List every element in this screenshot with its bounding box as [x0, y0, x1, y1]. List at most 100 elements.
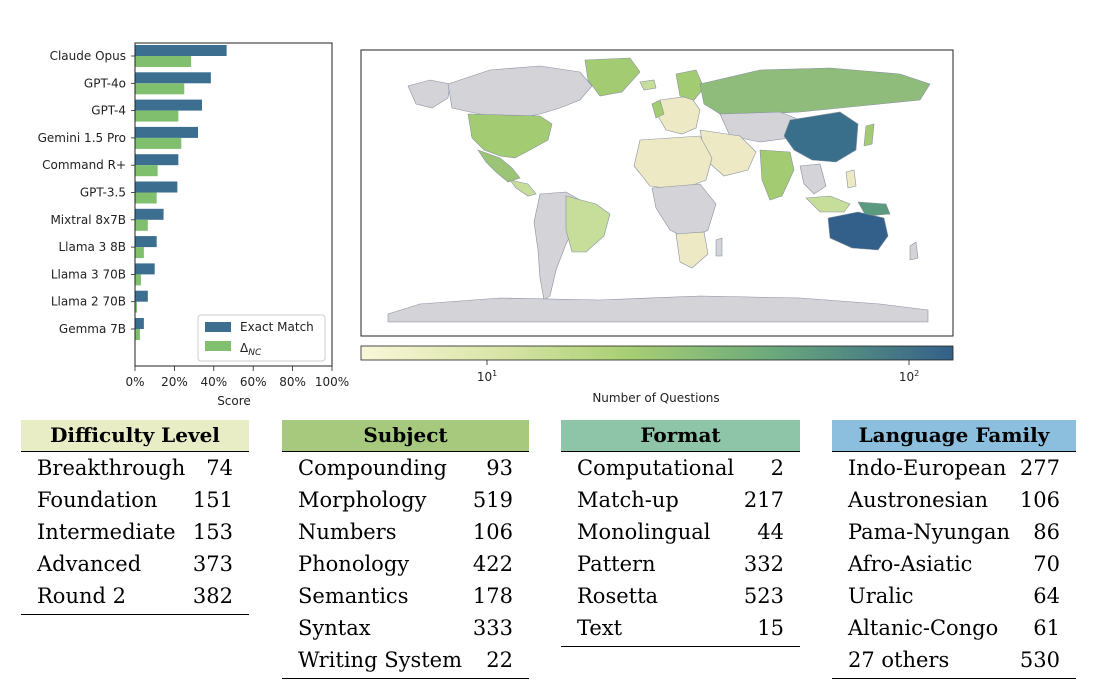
map-region-scandinavia	[675, 69, 705, 101]
row-count: 519	[472, 488, 513, 512]
map-region-new-zealand	[909, 241, 919, 261]
table-row: Semantics 178	[282, 580, 529, 612]
table-row: Altanic-Congo 61	[832, 612, 1076, 644]
row-label: Text	[577, 616, 623, 640]
row-count: 2	[770, 456, 784, 480]
row-label: Semantics	[298, 584, 409, 608]
colorbar-label: Number of Questions	[592, 391, 719, 405]
table-row: Monolingual 44	[561, 516, 800, 548]
map-region-indonesia	[805, 195, 851, 213]
bar-delta-nc	[135, 247, 144, 259]
row-count: 151	[192, 488, 233, 512]
row-label: Austronesian	[848, 488, 989, 512]
table-row: Pama-Nyungan 86	[832, 516, 1076, 548]
map-region-japan	[863, 123, 875, 147]
bar-exact-match	[135, 72, 211, 84]
row-count: 61	[1033, 616, 1060, 640]
bar-exact-match	[135, 318, 144, 329]
legend-label-exact-match: Exact Match	[240, 320, 314, 334]
bar-delta-nc	[135, 301, 137, 313]
bar-chart: Claude Opus GPT-4o GPT-4 Gemini 1.5 Pro Comm…	[38, 42, 349, 408]
row-count: 373	[192, 552, 233, 576]
row-label: Advanced	[37, 552, 142, 576]
table-row: Phonology 422	[282, 548, 529, 580]
row-label: Intermediate	[37, 520, 176, 544]
row-label: Phonology	[298, 552, 410, 576]
x-tick-label: 100%	[315, 375, 349, 389]
legend-label-delta-nc: ΔNC	[240, 341, 262, 358]
table-row: Syntax 333	[282, 612, 529, 644]
table-row: Morphology 519	[282, 484, 529, 516]
row-count: 70	[1033, 552, 1060, 576]
x-tick-label: 0%	[125, 375, 144, 389]
bar-chart-frame	[134, 42, 333, 367]
table-row: Match-up 217	[561, 484, 800, 516]
row-count: 217	[743, 488, 784, 512]
y-tick-label: Mixtral 8x7B	[50, 213, 126, 227]
difficulty-level-body: Breakthrough 74 Foundation 151 Intermediate 1…	[21, 452, 249, 615]
world-map	[360, 49, 954, 337]
map-region-mexico	[477, 149, 521, 183]
table-row: Text 15	[561, 612, 800, 644]
map-region-antarctica	[387, 295, 929, 323]
legend-swatch-exact-match	[205, 322, 231, 332]
row-count: 93	[486, 456, 513, 480]
table-row: Compounding 93	[282, 452, 529, 484]
subject-table: Subject Compounding 93 Morphology 519 Number…	[282, 420, 529, 679]
colorbar-tick-100: 102	[899, 369, 919, 384]
y-tick-label: Command R+	[42, 158, 126, 172]
row-count: 64	[1033, 584, 1060, 608]
table-row: 27 others 530	[832, 644, 1076, 676]
subject-body: Compounding 93 Morphology 519 Numbers 106 Phon…	[282, 452, 529, 679]
map-region-southern-africa	[675, 231, 709, 269]
y-tick-label: Gemma 7B	[59, 322, 126, 336]
row-label: Morphology	[298, 488, 427, 512]
format-table: Format Computational 2 Match-up 217 Monoling…	[561, 420, 800, 647]
legend: Exact Match ΔNC	[197, 314, 326, 362]
table-row: Uralic 64	[832, 580, 1076, 612]
x-tick-label: 40%	[200, 375, 227, 389]
colorbar-tick-10: 101	[477, 369, 497, 384]
bar-exact-match	[135, 263, 155, 275]
y-tick-label: Llama 3 8B	[58, 240, 126, 254]
difficulty-level-table: Difficulty Level Breakthrough 74 Foundatio…	[21, 420, 249, 615]
format-header: Format	[561, 420, 800, 452]
map-region-southeast-asia	[799, 163, 827, 195]
x-tick-label: 60%	[240, 375, 267, 389]
bar-delta-nc	[135, 165, 158, 177]
map-region-madagascar	[715, 237, 723, 257]
row-count: 523	[743, 584, 784, 608]
row-label: Uralic	[848, 584, 914, 608]
row-count: 382	[192, 584, 233, 608]
table-row: Computational 2	[561, 452, 800, 484]
bar-exact-match	[135, 126, 199, 138]
row-count: 333	[472, 616, 513, 640]
x-axis-label: Score	[217, 394, 251, 408]
bar-delta-nc	[135, 219, 148, 231]
map-region-australia	[827, 211, 889, 251]
row-label: Monolingual	[577, 520, 711, 544]
row-label: Altanic-Congo	[848, 616, 999, 640]
row-label: Match-up	[577, 488, 679, 512]
map-region-alaska	[407, 79, 451, 109]
row-label: Round 2	[37, 584, 126, 608]
table-row: Afro-Asiatic 70	[832, 548, 1076, 580]
bar-exact-match	[135, 181, 178, 193]
language-family-header: Language Family	[832, 420, 1076, 452]
bar-exact-match	[135, 208, 164, 220]
bars-group	[135, 45, 227, 340]
y-tick-label: Gemini 1.5 Pro	[38, 131, 126, 145]
row-count: 106	[472, 520, 513, 544]
y-tick-label: GPT-4	[91, 104, 126, 118]
x-tick-labels: 0% 20% 40% 60% 80% 100%	[125, 366, 349, 389]
x-tick-label: 80%	[279, 375, 306, 389]
row-count: 86	[1033, 520, 1060, 544]
row-count: 178	[472, 584, 513, 608]
y-tick-label: Claude Opus	[50, 49, 126, 63]
table-row: Round 2 382	[21, 580, 249, 612]
table-row: Breakthrough 74	[21, 452, 249, 484]
bar-delta-nc	[135, 192, 157, 204]
subject-header: Subject	[282, 420, 529, 452]
y-tick-label: GPT-3.5	[80, 186, 126, 200]
bar-delta-nc	[135, 110, 179, 122]
